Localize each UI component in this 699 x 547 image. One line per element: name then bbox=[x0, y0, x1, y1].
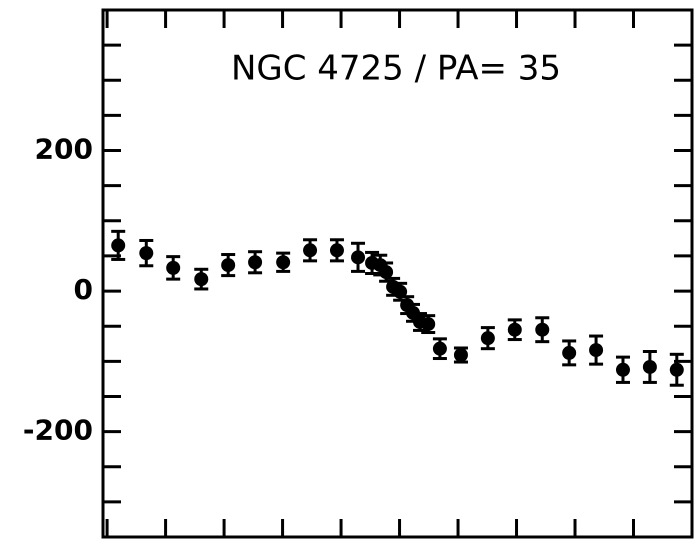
point bbox=[139, 246, 154, 261]
point bbox=[432, 341, 447, 356]
y-tick-label: -200 bbox=[23, 414, 93, 447]
point bbox=[507, 322, 522, 337]
point bbox=[221, 258, 236, 273]
point bbox=[669, 362, 684, 377]
point bbox=[535, 322, 550, 337]
point bbox=[166, 260, 181, 275]
y-tick-label: 0 bbox=[74, 273, 93, 306]
point bbox=[111, 238, 126, 253]
point bbox=[194, 272, 209, 287]
point bbox=[562, 345, 577, 360]
point bbox=[642, 359, 657, 374]
point bbox=[351, 250, 366, 265]
point bbox=[276, 255, 291, 270]
plot-frame bbox=[101, 8, 694, 539]
point bbox=[421, 317, 436, 332]
point bbox=[248, 255, 263, 270]
point bbox=[453, 348, 468, 363]
y-tick-label: 200 bbox=[35, 133, 93, 166]
point bbox=[589, 343, 604, 358]
chart-title: NGC 4725 / PA= 35 bbox=[231, 49, 561, 89]
point bbox=[329, 243, 344, 258]
point bbox=[615, 362, 630, 377]
point bbox=[480, 331, 495, 346]
point bbox=[303, 243, 318, 258]
point bbox=[379, 265, 394, 280]
